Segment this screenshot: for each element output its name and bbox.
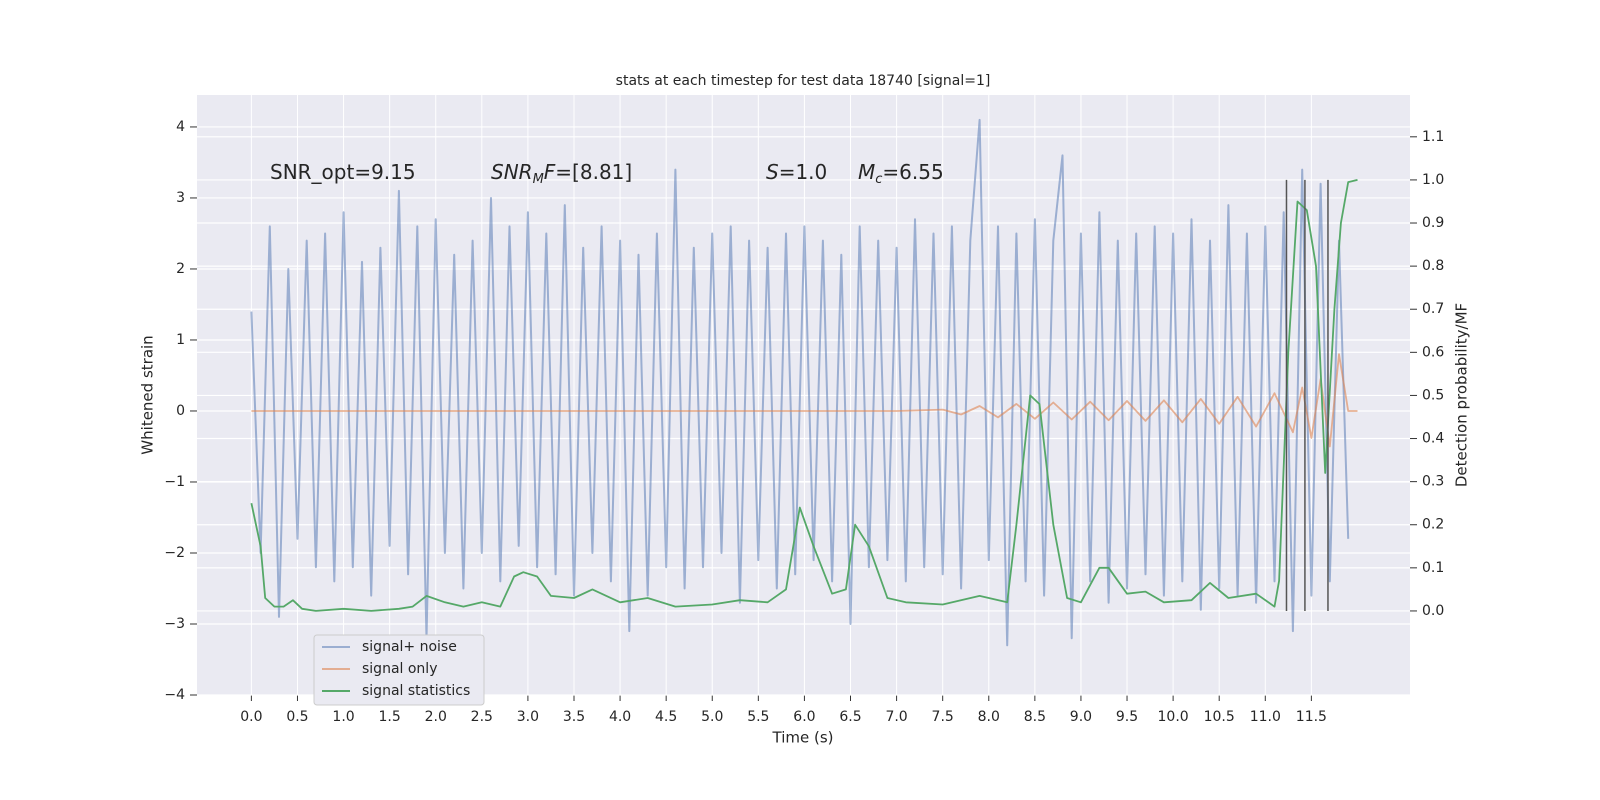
y-tick-label: −1	[164, 474, 185, 490]
x-tick-label: 6.5	[839, 709, 861, 725]
annotation: SNRMF=[8.81]	[491, 160, 632, 187]
x-tick-label: 8.5	[1024, 709, 1046, 725]
annotation-part: M	[533, 172, 544, 187]
y-tick-label: 2	[176, 261, 185, 277]
y2-tick-label: 0.5	[1422, 387, 1444, 403]
annotation-part: M	[858, 160, 875, 184]
y-tick-label: 0	[176, 403, 185, 419]
x-tick-label: 7.5	[932, 709, 954, 725]
y2-tick-label: 0.3	[1422, 474, 1444, 490]
y2-tick-label: 1.0	[1422, 172, 1444, 188]
y-tick-label: −4	[164, 687, 185, 703]
x-tick-label: 3.0	[517, 709, 539, 725]
series-line	[250, 179, 1358, 612]
x-tick-label: 0.0	[240, 709, 262, 725]
x-tick-label: 9.5	[1116, 709, 1138, 725]
legend-label: signal only	[362, 661, 437, 677]
y2-tick-label: 0.2	[1422, 517, 1444, 533]
annotation-part: =[8.81]	[555, 160, 632, 184]
legend-label: signal statistics	[362, 683, 470, 699]
x-tick-label: 2.5	[471, 709, 493, 725]
x-tick-label: 6.0	[793, 709, 815, 725]
y-tick-label: 3	[176, 190, 185, 206]
annotation: S=1.0	[766, 160, 827, 184]
y-tick-label: −3	[164, 616, 185, 632]
y2-tick-label: 0.9	[1422, 215, 1444, 231]
annotation-part: SNR	[491, 160, 533, 184]
y2-axis-label: Detection probability/MF	[1453, 303, 1471, 487]
x-tick-label: 4.0	[609, 709, 631, 725]
x-tick-label: 5.0	[701, 709, 723, 725]
y2-tick-label: 0.0	[1422, 603, 1444, 619]
annotation-part: c	[875, 172, 882, 187]
annotation: SNR_opt=9.15	[270, 160, 416, 184]
x-axis-label: Time (s)	[772, 729, 834, 747]
annotation-part: F	[544, 160, 556, 184]
y2-tick-label: 0.1	[1422, 560, 1444, 576]
x-tick-label: 5.5	[747, 709, 769, 725]
y-tick-label: 4	[176, 119, 185, 135]
y-tick-label: −2	[164, 545, 185, 561]
y2-tick-label: 0.8	[1422, 258, 1444, 274]
y2-tick-label: 0.7	[1422, 301, 1444, 317]
x-tick-label: 3.5	[563, 709, 585, 725]
legend-label: signal+ noise	[362, 639, 457, 655]
x-tick-label: 11.0	[1250, 709, 1281, 725]
series-line	[250, 118, 1350, 647]
y-tick-label: 1	[176, 332, 185, 348]
x-tick-label: 1.5	[379, 709, 401, 725]
x-tick-label: 1.0	[332, 709, 354, 725]
y2-tick-label: 1.1	[1422, 129, 1444, 145]
x-tick-label: 4.5	[655, 709, 677, 725]
x-tick-label: 10.5	[1204, 709, 1235, 725]
annotation-part: S	[766, 160, 779, 184]
y2-tick-label: 0.6	[1422, 344, 1444, 360]
annotation-part: =6.55	[882, 160, 943, 184]
x-tick-label: 10.0	[1158, 709, 1189, 725]
x-tick-label: 0.5	[286, 709, 308, 725]
x-tick-label: 8.0	[978, 709, 1000, 725]
chart-title: stats at each timestep for test data 187…	[616, 73, 991, 89]
x-tick-label: 9.0	[1070, 709, 1092, 725]
x-tick-label: 7.0	[885, 709, 907, 725]
y2-tick-label: 0.4	[1422, 431, 1444, 447]
annotation-part: SNR_opt=9.15	[270, 160, 416, 184]
annotation-part: =1.0	[779, 160, 828, 184]
legend-box	[313, 634, 485, 706]
annotation: Mc=6.55	[858, 160, 944, 187]
y-axis-label: Whitened strain	[139, 335, 157, 454]
series-line	[251, 353, 1358, 448]
legend: signal+ noise signal only signal statistic…	[313, 634, 485, 706]
x-tick-label: 2.0	[425, 709, 447, 725]
x-tick-label: 11.5	[1296, 709, 1327, 725]
